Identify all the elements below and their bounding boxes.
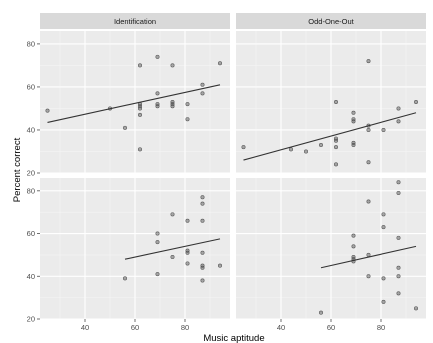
y-tick-label: 20 [27,315,35,324]
y-tick-label: 60 [27,229,35,238]
data-point [218,62,221,65]
data-point [352,118,355,121]
data-point [201,251,204,254]
data-point [156,55,159,58]
data-point [352,141,355,144]
y-tick-label: 40 [27,272,35,281]
panel-0-0 [40,31,230,173]
data-point [334,163,337,166]
data-point [156,92,159,95]
data-point [156,102,159,105]
x-tick-label: 40 [277,323,285,332]
panel-1-1 [236,178,426,319]
y-tick-label: 20 [27,169,35,178]
data-point [201,92,204,95]
data-point [186,219,189,222]
data-point [397,275,400,278]
x-tick-label: 40 [81,323,89,332]
data-point [334,100,337,103]
data-point [367,275,370,278]
data-point [186,262,189,265]
data-point [319,143,322,146]
data-point [397,191,400,194]
data-point [201,264,204,267]
data-point [382,300,385,303]
data-point [334,137,337,140]
data-point [186,249,189,252]
strip-label-1: Odd-One-Out [308,17,354,26]
data-point [201,219,204,222]
data-point [397,120,400,123]
data-point [138,64,141,67]
y-tick-label: 80 [27,40,35,49]
data-point [46,109,49,112]
data-point [414,100,417,103]
data-point [138,113,141,116]
data-point [123,277,126,280]
data-point [242,145,245,148]
x-axis-title: Music aptitude [203,333,264,343]
data-point [382,213,385,216]
data-point [352,111,355,114]
y-tick-label: 80 [27,186,35,195]
data-point [289,148,292,151]
strip-label-0: Identification [114,17,156,26]
data-point [304,150,307,153]
data-point [397,236,400,239]
data-point [352,255,355,258]
data-point [367,59,370,62]
data-point [171,64,174,67]
data-point [138,148,141,151]
data-point [186,102,189,105]
data-point [123,126,126,129]
data-point [352,234,355,237]
x-tick-label: 60 [327,323,335,332]
data-point [352,245,355,248]
data-point [201,279,204,282]
y-axis-title: Percent correct [12,137,23,202]
data-point [186,118,189,121]
data-point [367,128,370,131]
y-tick-label: 40 [27,126,35,135]
data-point [201,83,204,86]
panels-layer [40,31,426,319]
data-point [382,277,385,280]
data-point [397,181,400,184]
data-point [397,107,400,110]
data-point [397,292,400,295]
x-tick-label: 60 [131,323,139,332]
data-point [218,264,221,267]
data-point [367,161,370,164]
panel-0-1 [236,31,426,173]
strip-labels-layer: Identification Odd-One-Out [40,13,426,29]
data-point [397,266,400,269]
data-point [382,128,385,131]
data-point [201,196,204,199]
data-point [319,311,322,314]
x-tick-label: 80 [181,323,189,332]
data-point [171,213,174,216]
y-tick-label: 60 [27,83,35,92]
data-point [171,255,174,258]
data-point [156,240,159,243]
data-point [156,272,159,275]
data-point [201,202,204,205]
data-point [414,307,417,310]
data-point [367,253,370,256]
data-point [367,200,370,203]
data-point [382,225,385,228]
data-point [334,145,337,148]
data-point [171,100,174,103]
panel-1-0 [40,178,230,319]
data-point [156,232,159,235]
x-tick-label: 80 [377,323,385,332]
